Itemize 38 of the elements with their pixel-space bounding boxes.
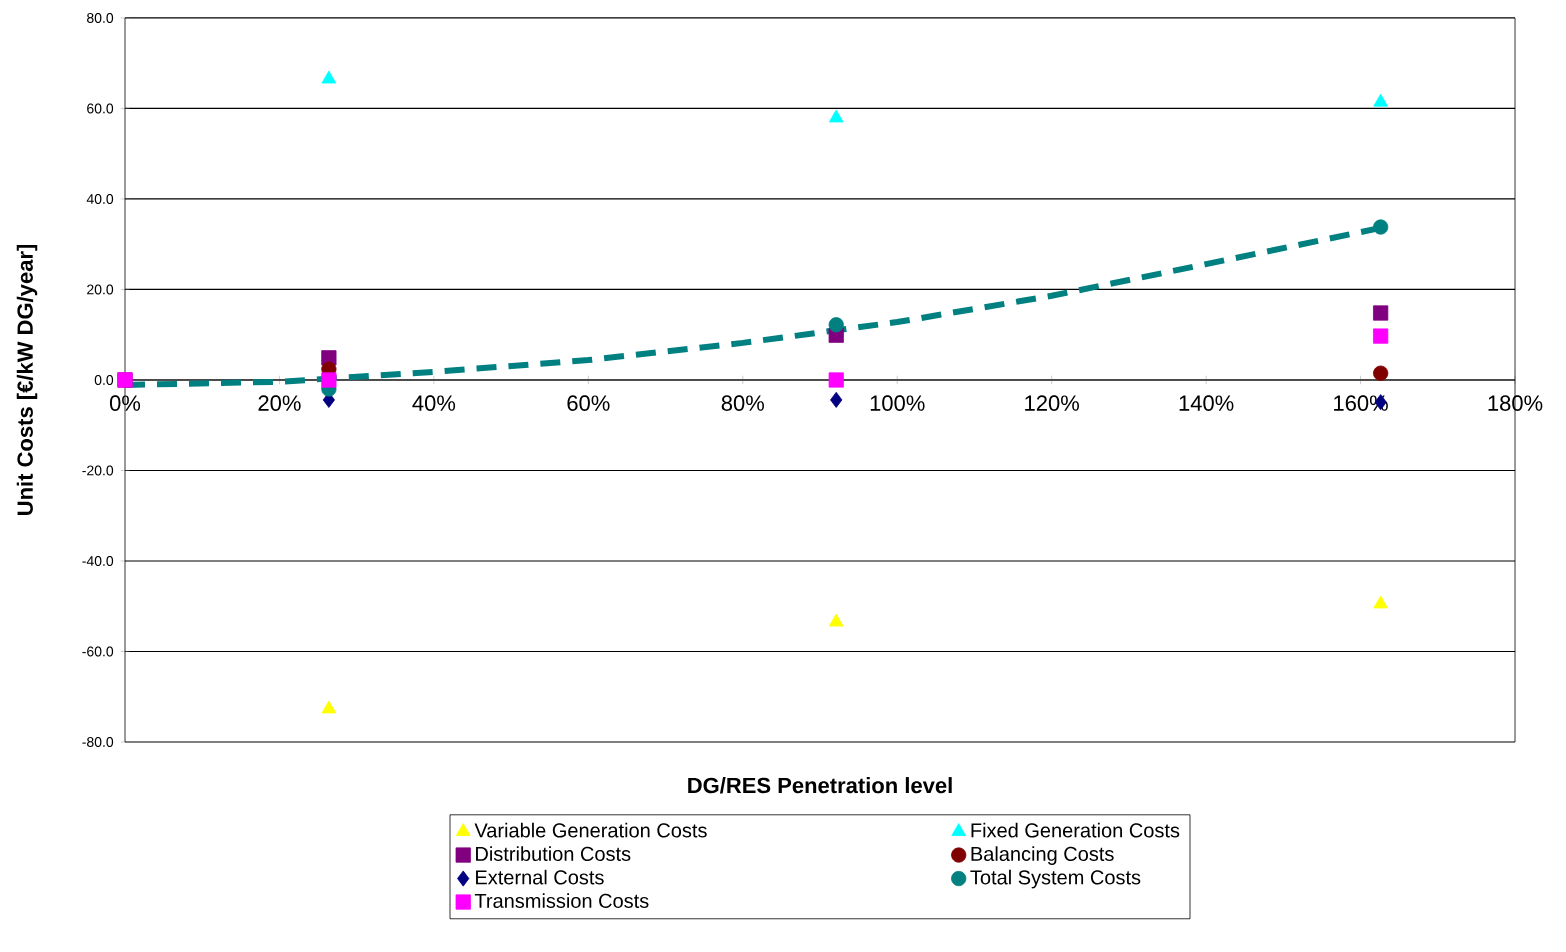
y-tick-label: 20.0	[87, 284, 114, 295]
legend-label: Fixed Generation Costs	[971, 822, 1180, 838]
legend-label: Transmission Costs	[474, 893, 649, 908]
y-tick-label: 0.0	[94, 375, 114, 385]
y-tick-label: -20.0	[82, 465, 114, 476]
point	[828, 372, 844, 388]
legend-label: External Costs	[476, 869, 604, 885]
y-tick-label: 40.0	[86, 194, 114, 204]
y-axis-title: Unit Costs [€/kW DG/year]	[16, 244, 38, 515]
point	[830, 391, 843, 408]
point	[828, 613, 844, 627]
y-tick-label: -40.0	[82, 556, 114, 566]
x-tick-label: 20%	[258, 395, 301, 411]
legend-label: Variable Generation Costs	[474, 822, 707, 838]
y-tick-label: -80.0	[82, 737, 114, 747]
x-axis-title: DG/RES Penetration level	[688, 777, 952, 794]
x-tick-label: 180%	[1488, 395, 1543, 411]
x-tick-label: 120%	[1025, 395, 1079, 411]
point	[321, 372, 337, 388]
x-tick-label: 80%	[721, 395, 764, 411]
x-tick-label: 140%	[1179, 395, 1234, 411]
legend-label: Balancing Costs	[971, 846, 1114, 865]
legend-label: Distribution Costs	[476, 846, 631, 861]
point	[321, 700, 337, 714]
point	[1373, 219, 1389, 235]
x-tick-label: 100%	[870, 395, 925, 411]
x-tick-label: 0%	[109, 395, 141, 411]
point	[1373, 305, 1389, 321]
y-tick-label: 80.0	[87, 13, 114, 23]
y-tick-label: 60.0	[87, 103, 114, 114]
point	[1373, 365, 1389, 381]
legend-label: Total System Costs	[970, 869, 1141, 889]
x-tick-label: 40%	[412, 395, 456, 411]
point	[1373, 595, 1388, 609]
point	[1373, 328, 1389, 344]
x-tick-label: 60%	[567, 395, 610, 411]
y-tick-label: -60.0	[82, 646, 114, 657]
point	[828, 317, 844, 333]
